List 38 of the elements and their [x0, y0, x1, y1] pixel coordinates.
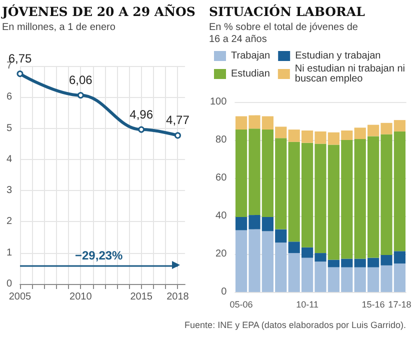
- chart-subtitle: En % sobre el total de jóvenes de 16 a 24 años: [209, 22, 359, 46]
- y-tick-label: 6: [6, 92, 12, 103]
- x-tick-label: 2015: [130, 292, 153, 302]
- point: [174, 132, 181, 139]
- point: [138, 126, 145, 133]
- y-tick-label: 80: [216, 134, 228, 146]
- y-tick-label: 0: [6, 278, 12, 290]
- data-label: 4,96: [130, 107, 154, 122]
- y-tick-label: 2: [6, 216, 12, 228]
- y-tick-label: 5: [6, 122, 12, 134]
- y-tick-label: 3: [6, 185, 12, 196]
- x-tick-label: 17-18: [388, 300, 412, 310]
- source-note: Fuente: INE y EPA (datos elaborados por Luis Garrido).: [184, 320, 406, 330]
- legend-label: Trabajan: [231, 50, 270, 62]
- x-tick-label: 15-16: [362, 300, 385, 310]
- point: [77, 92, 84, 99]
- x-tick-label: 10-11: [296, 300, 318, 310]
- ref-line-label: −29,23%: [75, 248, 124, 262]
- y-tick-label: 1: [6, 247, 12, 258]
- y-tick-label: 100: [210, 96, 228, 108]
- x-tick-label: 05-06: [230, 300, 253, 310]
- y-tick-label: 40: [216, 210, 228, 222]
- y-tick-label: 20: [216, 248, 228, 260]
- data-label: 6,06: [68, 73, 93, 88]
- chart-title: SITUACIÓN LABORAL: [209, 4, 365, 19]
- x-tick-label: 2005: [8, 292, 32, 302]
- chart-title: JÓVENES DE 20 A 29 AÑOS: [2, 4, 196, 19]
- legend-label: Estudian y trabajan: [295, 50, 381, 62]
- y-tick-label: 60: [216, 172, 228, 184]
- y-tick-label: 0: [221, 286, 228, 298]
- x-tick-label: 2010: [70, 292, 92, 302]
- legend-label: Ni estudian ni trabajan ni buscan empleo: [294, 64, 408, 84]
- data-label: 4,77: [166, 113, 190, 128]
- y-tick-label: 4: [6, 154, 12, 165]
- x-tick-label: 2018: [166, 292, 190, 302]
- legend-label: Estudian: [231, 68, 270, 80]
- point: [16, 70, 24, 78]
- chart-subtitle: En millones, a 1 de enero: [2, 22, 116, 34]
